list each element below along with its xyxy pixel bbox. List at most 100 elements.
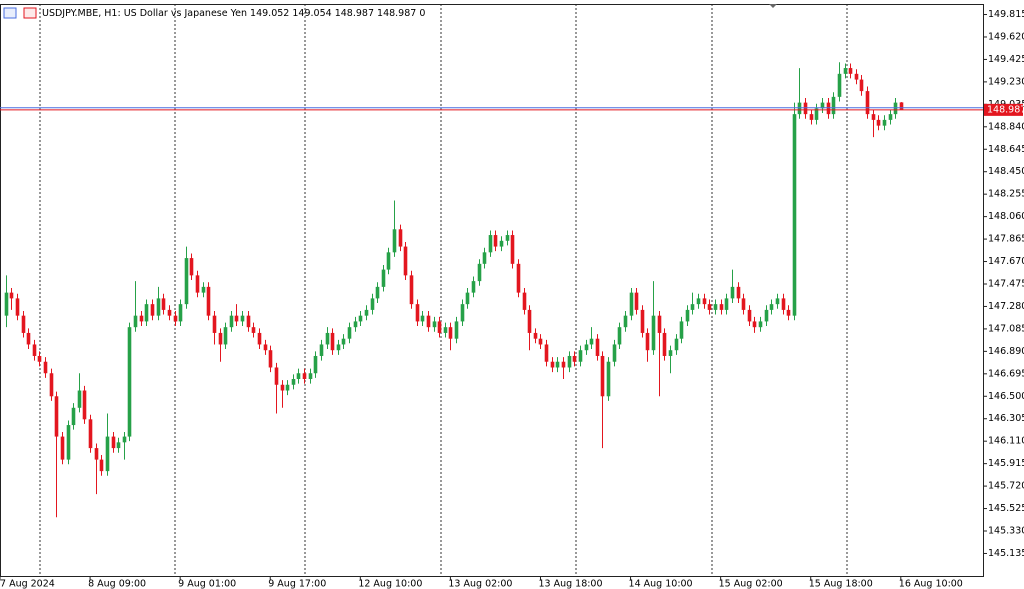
candle-body (837, 73, 842, 97)
candle-body (538, 338, 543, 345)
candle-body (460, 304, 465, 322)
candle-body (218, 332, 223, 345)
candle-body (859, 79, 864, 92)
candle-body (871, 114, 876, 120)
candle-body (645, 332, 650, 351)
ohlc-open: 149.052 (250, 8, 289, 19)
ohlc-close: 148.987 (377, 8, 416, 19)
candle-body (358, 315, 363, 322)
x-tick-label: 9 Aug 17:00 (268, 579, 326, 589)
candle-body (274, 367, 279, 385)
candle-body (432, 321, 437, 328)
y-tick-label: 145.915 (988, 458, 1024, 469)
candle-body (32, 344, 37, 356)
candle-body (139, 315, 144, 322)
candle-body (280, 384, 285, 391)
candle-body (156, 298, 161, 316)
candle-body (94, 448, 99, 460)
candle-body (584, 344, 589, 351)
candle-body (713, 304, 718, 310)
candle-body (685, 309, 690, 322)
candle-body (589, 338, 594, 345)
candle-body (848, 68, 853, 74)
y-tick-label: 145.330 (988, 526, 1024, 537)
candle-body (234, 315, 239, 322)
x-tick-label: 16 Aug 10:00 (899, 579, 963, 589)
ohlc-high: 149.054 (292, 8, 331, 19)
x-tick-label: 15 Aug 02:00 (719, 579, 783, 589)
candle-body (854, 73, 859, 80)
candle-body (296, 373, 301, 380)
y-tick-label: 149.425 (988, 54, 1024, 65)
candle-body (567, 355, 572, 368)
candle-body (212, 315, 217, 333)
candle-body (43, 361, 48, 374)
candle-body (679, 321, 684, 339)
candle-body (555, 361, 560, 368)
candle-body (809, 114, 814, 120)
candle-body (888, 114, 893, 120)
x-tick-label: 7 Aug 2024 (0, 579, 55, 589)
candle-body (719, 304, 724, 310)
candle-body (291, 379, 296, 385)
candle-body (403, 246, 408, 276)
candle-body (336, 344, 341, 351)
candle-body (246, 315, 251, 328)
candle-body (612, 344, 617, 362)
candle-body (736, 286, 741, 299)
candle-body (499, 240, 504, 247)
candle-body (268, 350, 273, 368)
candle-body (437, 321, 442, 333)
y-tick-label: 146.695 (988, 368, 1024, 379)
candle-body (544, 344, 549, 362)
candle-body (189, 258, 194, 276)
y-tick-label: 147.865 (988, 234, 1024, 245)
candle-body (206, 286, 211, 316)
candle-body (533, 332, 538, 339)
candle-body (21, 315, 26, 333)
candle-body (263, 344, 268, 351)
candle-body (415, 304, 420, 322)
candle-body (448, 327, 453, 339)
y-tick-label: 147.085 (988, 323, 1024, 334)
candle-body (629, 292, 634, 316)
y-tick-label: 146.110 (988, 436, 1024, 447)
candle-body (595, 338, 600, 356)
candle-body (229, 315, 234, 328)
candle-body (657, 315, 662, 333)
ohlc-low: 148.987 (335, 8, 374, 19)
candle-body (786, 309, 791, 316)
candle-body (60, 436, 65, 460)
trade-icon[interactable] (23, 7, 37, 19)
candle-body (702, 298, 707, 305)
candle-body (769, 304, 774, 310)
candle-body (144, 304, 149, 322)
y-tick-label: 146.305 (988, 413, 1024, 424)
candle-body (308, 373, 313, 380)
candle-body (251, 327, 256, 333)
candle-body (54, 396, 59, 437)
bid-label-box (984, 103, 1023, 116)
candle-body (15, 298, 20, 316)
candle-body (572, 355, 577, 362)
candle-body (105, 436, 110, 472)
candle-body (690, 304, 695, 310)
candle-body (674, 338, 679, 351)
candle-body (443, 327, 448, 333)
candle-body (240, 315, 245, 322)
candle-body (876, 119, 881, 126)
candle-body (49, 373, 54, 397)
candle-body (764, 309, 769, 322)
candle-body (26, 332, 31, 345)
candle-body (482, 252, 487, 264)
menu-icon[interactable] (3, 7, 17, 19)
y-tick-label: 145.720 (988, 481, 1024, 492)
y-tick-label: 147.670 (988, 256, 1024, 267)
candle-body (409, 275, 414, 305)
x-tick-label: 13 Aug 02:00 (448, 579, 512, 589)
candle-body (319, 344, 324, 356)
candle-body (313, 355, 318, 374)
marks (4, 62, 904, 518)
